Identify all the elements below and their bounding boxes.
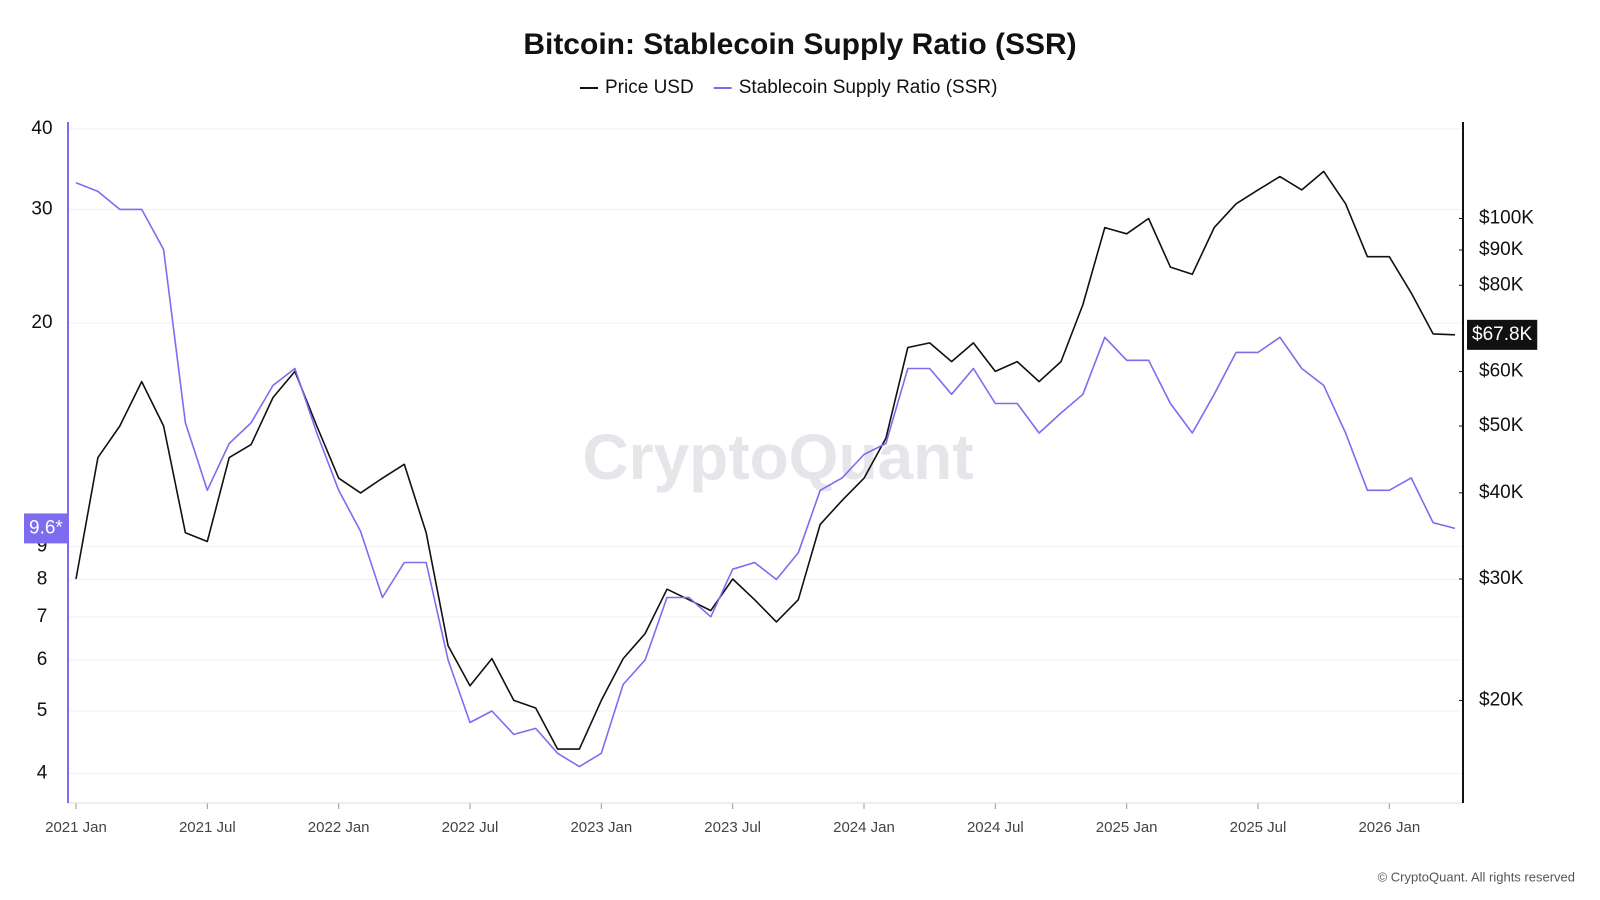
y2-tick-label: $40K — [1479, 482, 1524, 503]
series-line — [75, 182, 1456, 768]
tag-box — [1467, 319, 1538, 350]
y2-tick-label: $60K — [1479, 360, 1524, 381]
legend: Price USD Stablecoin Supply Ratio (SSR) — [580, 77, 997, 98]
tag-label: 9.6* — [29, 517, 63, 538]
x-tick-label: 2026 Jan — [1358, 819, 1420, 836]
footer: © CryptoQuant. All rights reserved — [1378, 869, 1575, 884]
last-value-tag: $67.8K — [1467, 319, 1538, 350]
last-value-tag: 9.6* — [24, 513, 68, 544]
x-tick-label: 2023 Jul — [704, 819, 761, 836]
y2-tick-label: $30K — [1479, 568, 1524, 589]
y-tick-label: 8 — [37, 568, 48, 589]
tag-box — [24, 513, 68, 544]
y2-tick-label: $100K — [1479, 207, 1534, 228]
x-tick-label: 2025 Jul — [1230, 819, 1287, 836]
y2-tick-label: $90K — [1479, 239, 1524, 260]
x-tick-label: 2022 Jul — [442, 819, 499, 836]
x-tick-label: 2024 Jul — [967, 819, 1024, 836]
y-tick-label: 40 — [31, 118, 52, 139]
y-tick-label: 20 — [31, 312, 52, 333]
y-tick-label: 6 — [37, 649, 48, 670]
y-tick-label: 30 — [31, 198, 52, 219]
y2-tick-label: $20K — [1479, 689, 1524, 710]
legend-label: Stablecoin Supply Ratio (SSR) — [739, 77, 998, 98]
y-tick-label: 4 — [37, 763, 48, 784]
y-tick-label: 7 — [37, 606, 48, 627]
y-tick-label: 5 — [37, 700, 48, 721]
x-tick-label: 2021 Jan — [45, 819, 107, 836]
chart-title: Bitcoin: Stablecoin Supply Ratio (SSR) — [523, 28, 1076, 61]
x-tick-label: 2023 Jan — [570, 819, 632, 836]
x-tick-label: 2022 Jan — [308, 819, 370, 836]
watermark: CryptoQuant — [582, 421, 973, 493]
y-tick-label: 9 — [37, 536, 48, 557]
x-tick-label: 2024 Jan — [833, 819, 895, 836]
legend-label: Price USD — [605, 77, 694, 98]
y2-tick-label: $80K — [1479, 274, 1524, 295]
x-tick-label: 2021 Jul — [179, 819, 236, 836]
x-tick-label: 2025 Jan — [1096, 819, 1158, 836]
tag-label: $67.8K — [1472, 324, 1533, 345]
y2-tick-label: $50K — [1479, 415, 1524, 436]
